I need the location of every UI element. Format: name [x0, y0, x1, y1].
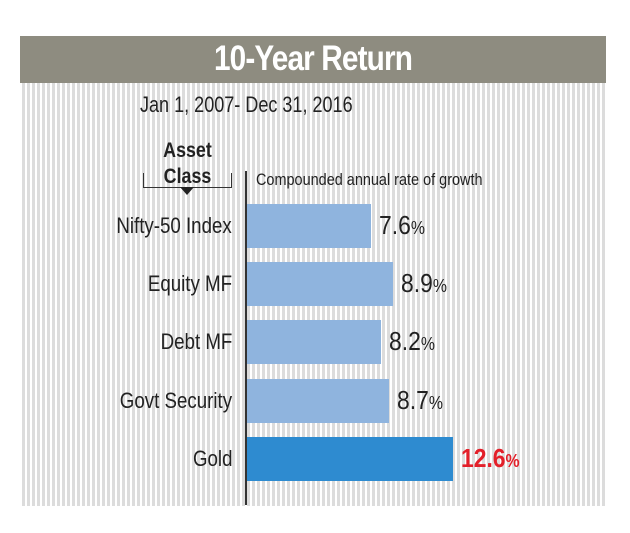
category-label: Equity MF [147, 271, 232, 297]
value-axis-line [245, 171, 247, 505]
data-label: 7.6% [379, 210, 425, 241]
bar [247, 378, 390, 423]
data-label-unit: % [429, 392, 444, 413]
category-label: Debt MF [160, 329, 232, 355]
bar [247, 262, 393, 307]
data-label: 8.2% [389, 326, 435, 357]
data-label-value: 8.7 [397, 384, 430, 415]
data-label-value: 12.6 [461, 442, 506, 473]
data-label-unit: % [411, 218, 426, 238]
data-label-value: 7.6 [379, 210, 412, 240]
data-label-unit: % [420, 334, 435, 355]
bar [247, 320, 382, 365]
bar [247, 436, 453, 481]
data-label-unit: % [432, 276, 447, 297]
title-bar: 10-Year Return [20, 36, 606, 83]
data-label-value: 8.2 [389, 326, 421, 357]
data-label-unit: % [505, 450, 520, 471]
category-label: Gold [192, 445, 232, 471]
value-axis-label: Compounded annual rate of growth [256, 170, 483, 189]
category-label: Nifty-50 Index [116, 213, 232, 238]
data-label: 8.7% [397, 385, 443, 416]
data-label-value: 8.9 [400, 268, 433, 299]
chart-subtitle: Jan 1, 2007- Dec 31, 2016 [140, 92, 353, 117]
chart-title: 10-Year Return [213, 39, 413, 78]
category-label: Govt Security [119, 387, 232, 413]
bracket-decoration [143, 173, 232, 188]
data-label: 12.6% [461, 443, 520, 474]
data-label: 8.9% [401, 268, 447, 299]
category-axis-label: Asset Class [163, 139, 212, 188]
down-arrow-icon [180, 187, 194, 195]
bar [247, 204, 372, 248]
